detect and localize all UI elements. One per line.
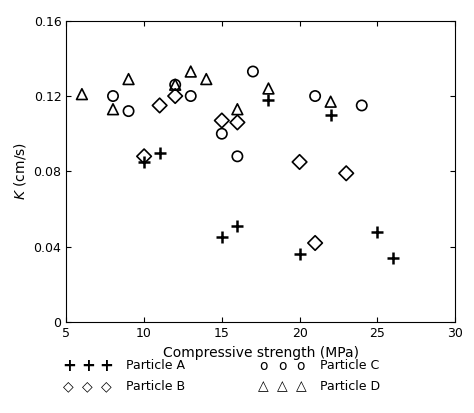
Point: [140, 153, 148, 160]
Point: [187, 93, 194, 100]
Text: Particle A: Particle A: [126, 359, 184, 372]
Point: [234, 106, 241, 112]
Point: [78, 91, 86, 97]
Text: o: o: [297, 358, 305, 373]
Point: [296, 159, 303, 165]
Text: o: o: [259, 358, 267, 373]
Point: [264, 97, 272, 103]
Point: [156, 149, 164, 156]
Point: [389, 255, 397, 261]
Point: [172, 81, 179, 88]
Point: [296, 251, 303, 258]
Point: [172, 93, 179, 100]
Point: [234, 119, 241, 126]
Text: +: +: [62, 356, 76, 375]
Text: Particle D: Particle D: [320, 380, 380, 393]
Text: ◇: ◇: [82, 379, 93, 393]
Point: [125, 108, 132, 114]
Text: ◇: ◇: [64, 379, 74, 393]
Text: Particle C: Particle C: [320, 359, 379, 372]
X-axis label: Compressive strength (MPa): Compressive strength (MPa): [163, 346, 359, 360]
Point: [327, 98, 335, 105]
Point: [342, 170, 350, 177]
Point: [156, 102, 164, 109]
Point: [327, 112, 335, 118]
Point: [202, 76, 210, 82]
Text: +: +: [81, 356, 95, 375]
Point: [109, 93, 117, 100]
Y-axis label: $K$ (cm/s): $K$ (cm/s): [12, 142, 28, 200]
Point: [218, 117, 226, 124]
Text: o: o: [278, 358, 286, 373]
Point: [234, 153, 241, 160]
Point: [311, 240, 319, 246]
Point: [264, 85, 272, 92]
Point: [249, 68, 257, 75]
Point: [172, 81, 179, 88]
Point: [374, 228, 381, 235]
Point: [109, 106, 117, 112]
Text: △: △: [258, 379, 268, 393]
Point: [140, 159, 148, 165]
Text: △: △: [277, 379, 287, 393]
Text: Particle B: Particle B: [126, 380, 185, 393]
Text: +: +: [100, 356, 114, 375]
Point: [125, 76, 132, 82]
Point: [218, 234, 226, 241]
Point: [358, 102, 365, 109]
Point: [311, 93, 319, 100]
Text: △: △: [296, 379, 306, 393]
Point: [218, 131, 226, 137]
Point: [187, 68, 194, 75]
Point: [234, 223, 241, 229]
Text: ◇: ◇: [101, 379, 112, 393]
